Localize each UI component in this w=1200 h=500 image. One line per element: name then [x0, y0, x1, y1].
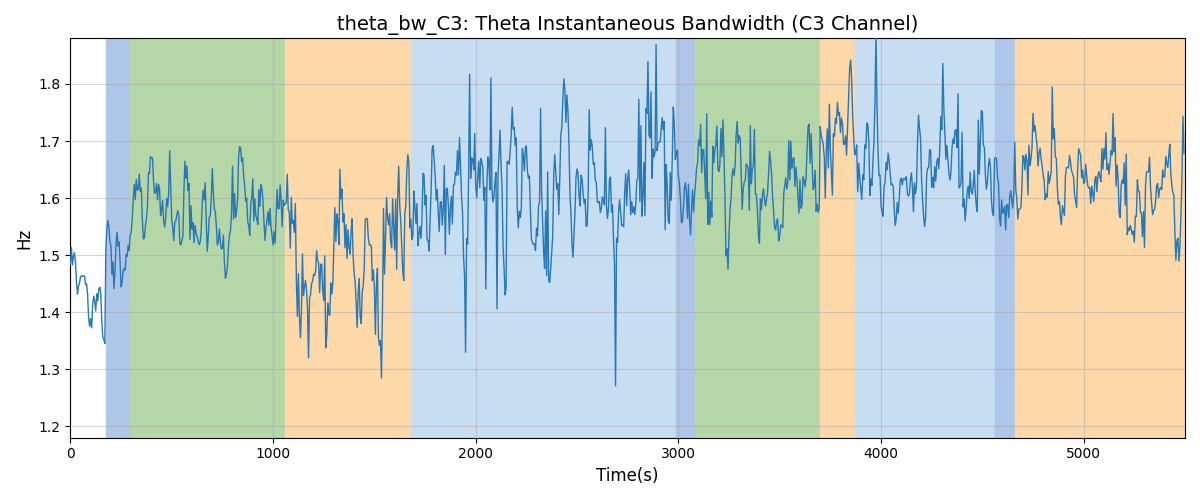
X-axis label: Time(s): Time(s): [596, 467, 659, 485]
Bar: [695, 38, 821, 438]
Bar: [854, 38, 995, 438]
Title: theta_bw_C3: Theta Instantaneous Bandwidth (C3 Channel): theta_bw_C3: Theta Instantaneous Bandwid…: [337, 15, 918, 35]
Bar: [995, 38, 1015, 438]
Bar: [1015, 38, 1195, 438]
Bar: [130, 38, 286, 438]
Bar: [821, 38, 854, 438]
Bar: [286, 38, 410, 438]
Bar: [71, 38, 106, 438]
Bar: [106, 38, 130, 438]
Y-axis label: Hz: Hz: [14, 228, 32, 248]
Bar: [677, 38, 695, 438]
Bar: [410, 38, 677, 438]
